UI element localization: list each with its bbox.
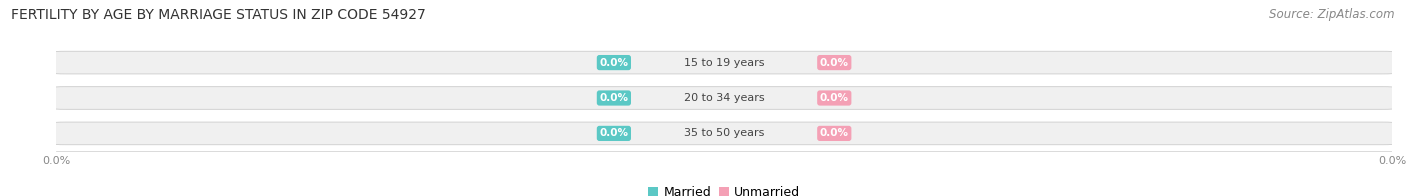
Legend: Married, Unmarried: Married, Unmarried	[644, 181, 804, 196]
Text: 0.0%: 0.0%	[820, 128, 849, 138]
Text: 35 to 50 years: 35 to 50 years	[683, 128, 765, 138]
Text: 0.0%: 0.0%	[820, 93, 849, 103]
FancyBboxPatch shape	[53, 51, 1395, 74]
Text: FERTILITY BY AGE BY MARRIAGE STATUS IN ZIP CODE 54927: FERTILITY BY AGE BY MARRIAGE STATUS IN Z…	[11, 8, 426, 22]
Text: 15 to 19 years: 15 to 19 years	[683, 58, 765, 68]
Text: Source: ZipAtlas.com: Source: ZipAtlas.com	[1270, 8, 1395, 21]
FancyBboxPatch shape	[53, 87, 1395, 109]
Text: 20 to 34 years: 20 to 34 years	[683, 93, 765, 103]
Text: 0.0%: 0.0%	[599, 58, 628, 68]
Text: 0.0%: 0.0%	[820, 58, 849, 68]
Text: 0.0%: 0.0%	[599, 93, 628, 103]
Text: 0.0%: 0.0%	[599, 128, 628, 138]
FancyBboxPatch shape	[53, 122, 1395, 145]
